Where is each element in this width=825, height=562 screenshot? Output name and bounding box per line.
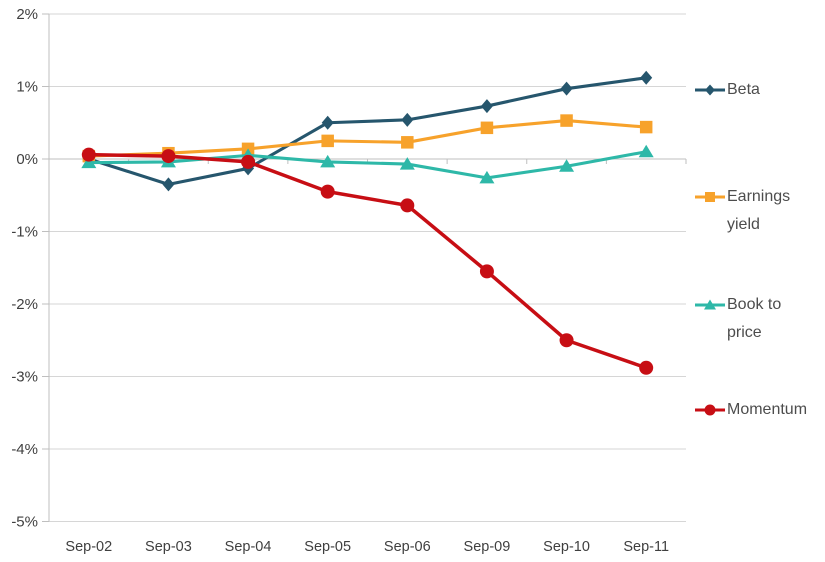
legend-marker-glyph — [695, 404, 725, 416]
legend-label-book-to-price: Book to price — [727, 296, 782, 341]
x-axis-tick-label: Sep-09 — [464, 539, 511, 555]
data-point-earnings-yield-sep-09 — [480, 121, 494, 135]
data-point-beta-sep-06 — [401, 112, 414, 127]
beta-series-marker-icon — [695, 76, 727, 104]
x-axis-tick-label: Sep-03 — [145, 539, 192, 555]
series-line-momentum — [87, 152, 648, 370]
data-point-book-to-price-sep-11 — [638, 144, 654, 158]
book-to-price-series-marker-icon — [695, 291, 727, 319]
data-point-momentum-sep-05 — [320, 184, 335, 199]
x-axis-tick-label: Sep-10 — [543, 539, 590, 555]
data-point-book-to-price-sep-02 — [81, 155, 97, 169]
data-point-momentum-sep-04 — [241, 154, 256, 169]
series-line-beta — [87, 76, 648, 186]
data-point-earnings-yield-sep-11 — [639, 120, 653, 134]
legend-marker-glyph — [695, 192, 725, 202]
data-point-book-to-price-sep-10 — [559, 159, 575, 172]
data-point-momentum-sep-06 — [400, 198, 415, 213]
data-point-book-to-price-sep-09 — [479, 170, 495, 184]
x-axis-tick-label: Sep-05 — [304, 539, 351, 555]
x-axis-tick-label: Sep-11 — [623, 539, 669, 555]
legend-item-beta: Beta — [695, 76, 819, 104]
momentum-series-marker-icon — [695, 396, 727, 424]
x-axis-tick-label: Sep-04 — [225, 539, 272, 555]
data-point-beta-sep-10 — [560, 81, 573, 96]
y-axis-tick-label: 0% — [16, 151, 38, 168]
x-axis-tick-label: Sep-02 — [65, 539, 112, 555]
y-axis-tick-label: -3% — [11, 369, 38, 386]
data-point-momentum-sep-03 — [161, 149, 176, 164]
legend-label-momentum: Momentum — [727, 401, 808, 418]
legend-marker-glyph — [695, 299, 725, 310]
y-axis-tick-label: 1% — [16, 79, 38, 96]
data-point-beta-sep-11 — [640, 70, 653, 85]
x-axis-tick-label: Sep-06 — [384, 539, 431, 555]
data-point-beta-sep-05 — [321, 115, 334, 130]
data-point-momentum-sep-10 — [559, 333, 574, 348]
legend-label-earnings-yield: Earnings yield — [727, 188, 791, 233]
legend-item-book-to-price: Book to price — [695, 291, 819, 347]
data-point-earnings-yield-sep-10 — [560, 114, 573, 127]
data-point-book-to-price-sep-06 — [399, 157, 415, 170]
legend-label-beta: Beta — [727, 81, 760, 98]
legend-item-momentum: Momentum — [695, 396, 819, 424]
data-point-beta-sep-09 — [480, 99, 493, 114]
y-axis-tick-label: -1% — [11, 224, 38, 241]
legend-item-earnings-yield: Earnings yield — [695, 183, 819, 239]
legend: Beta Earnings yield Book to price Moment… — [695, 0, 823, 562]
y-axis-tick-label: 2% — [16, 6, 38, 23]
data-point-earnings-yield-sep-05 — [321, 134, 334, 148]
y-axis-tick-label: -5% — [11, 514, 38, 531]
series-line-book-to-price — [87, 150, 648, 180]
data-point-book-to-price-sep-05 — [320, 154, 336, 168]
series-line-earnings-yield — [87, 119, 648, 158]
y-axis-tick-label: -4% — [11, 441, 38, 458]
data-point-earnings-yield-sep-06 — [401, 136, 414, 149]
earnings-yield-series-marker-icon — [695, 183, 727, 211]
data-point-momentum-sep-09 — [479, 264, 494, 279]
legend-marker-glyph — [695, 84, 725, 96]
data-point-beta-sep-03 — [162, 177, 175, 192]
y-axis-tick-label: -2% — [11, 296, 38, 313]
data-point-momentum-sep-02 — [81, 147, 96, 162]
data-point-momentum-sep-11 — [639, 360, 654, 375]
